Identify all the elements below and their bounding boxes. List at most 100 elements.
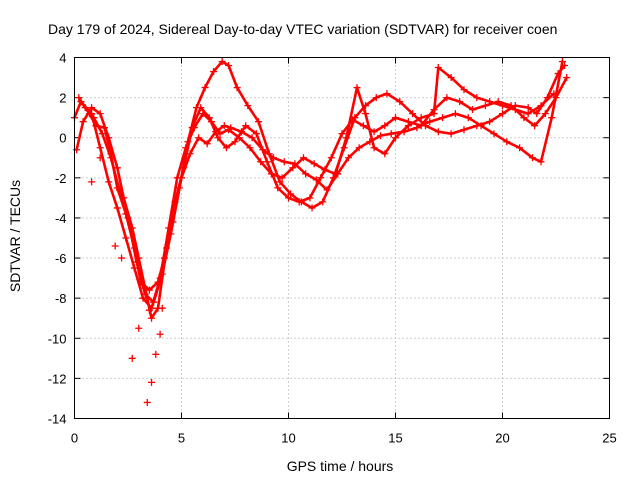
plus-marker (98, 130, 106, 138)
data-point (372, 94, 380, 102)
data-point (167, 230, 175, 238)
data-point (516, 144, 524, 152)
plus-marker (154, 278, 162, 286)
data-point (362, 102, 370, 110)
plus-marker (306, 194, 314, 202)
plus-marker (199, 110, 207, 118)
plus-marker (265, 150, 273, 158)
plus-marker (486, 118, 494, 126)
data-point (507, 102, 515, 110)
plus-marker (370, 128, 378, 136)
plus-marker (218, 58, 226, 66)
plus-marker (302, 170, 310, 178)
data-point (381, 122, 389, 130)
plus-marker (225, 62, 233, 70)
plus-marker (413, 124, 421, 132)
data-point (113, 164, 121, 172)
plus-marker (237, 128, 245, 136)
data-point (342, 134, 350, 142)
data-point (197, 104, 205, 112)
plus-marker (464, 114, 472, 122)
plus-marker (111, 242, 119, 250)
plus-marker (270, 154, 278, 162)
data-point (366, 138, 374, 146)
data-point (387, 130, 395, 138)
plus-marker (122, 234, 130, 242)
data-point (90, 114, 98, 122)
y-tick-label: -10 (48, 331, 67, 346)
plus-marker (120, 194, 128, 202)
plus-marker (524, 104, 532, 112)
data-point (285, 194, 292, 202)
y-tick-label: 0 (59, 131, 66, 146)
plus-marker (400, 128, 408, 136)
data-point (531, 122, 539, 130)
data-point (128, 224, 136, 232)
plus-marker (186, 150, 194, 158)
plus-marker (370, 144, 378, 152)
plus-marker (105, 178, 113, 186)
data-point (225, 126, 233, 134)
outlier-point (111, 242, 119, 250)
plus-marker (308, 204, 316, 212)
y-tick-label: 4 (59, 51, 66, 66)
data-point (287, 190, 295, 198)
data-point (503, 138, 511, 146)
data-point (88, 110, 96, 118)
plus-marker (289, 164, 297, 172)
data-point (171, 198, 179, 206)
plus-marker (511, 106, 519, 114)
data-point (255, 118, 263, 126)
data-point (210, 68, 218, 76)
data-point (75, 94, 83, 102)
plus-marker (460, 126, 468, 134)
data-point (460, 126, 468, 134)
plus-marker (182, 144, 190, 152)
outlier-point (158, 304, 166, 312)
data-point (426, 118, 434, 126)
data-point (481, 102, 489, 110)
data-point (383, 90, 391, 98)
x-tick-label: 10 (281, 431, 295, 446)
plus-marker (507, 102, 515, 110)
plus-marker (439, 114, 447, 122)
plus-marker (252, 130, 260, 138)
data-point (289, 164, 297, 172)
x-tick-label: 5 (178, 431, 185, 446)
plus-marker (359, 122, 367, 130)
data-point (158, 270, 166, 278)
plus-marker (430, 110, 438, 118)
data-point (175, 184, 183, 192)
y-tick-label: -6 (55, 251, 67, 266)
plus-marker (133, 258, 141, 266)
outlier-point (96, 154, 104, 162)
outlier-point (128, 354, 136, 362)
plus-marker (381, 122, 389, 130)
data-point (212, 128, 220, 136)
data-point (561, 62, 569, 70)
plus-marker (158, 304, 166, 312)
data-point (141, 284, 149, 292)
plus-marker (124, 214, 132, 222)
plus-marker (377, 132, 385, 140)
plus-marker (242, 122, 250, 130)
plus-marker (201, 84, 209, 92)
plus-marker (203, 140, 211, 148)
data-point (409, 110, 417, 118)
data-point (469, 106, 477, 114)
plus-marker (349, 116, 357, 124)
data-point (220, 122, 228, 130)
data-point (417, 114, 425, 122)
data-point (338, 130, 346, 138)
data-point (265, 150, 273, 158)
plus-marker (135, 254, 143, 262)
x-tick-label: 25 (602, 431, 616, 446)
data-point (447, 130, 455, 138)
plus-marker (152, 350, 160, 358)
data-point (524, 110, 532, 118)
plus-marker (310, 160, 318, 168)
plus-marker (141, 290, 149, 298)
data-point (524, 104, 532, 112)
plus-marker (490, 130, 498, 138)
